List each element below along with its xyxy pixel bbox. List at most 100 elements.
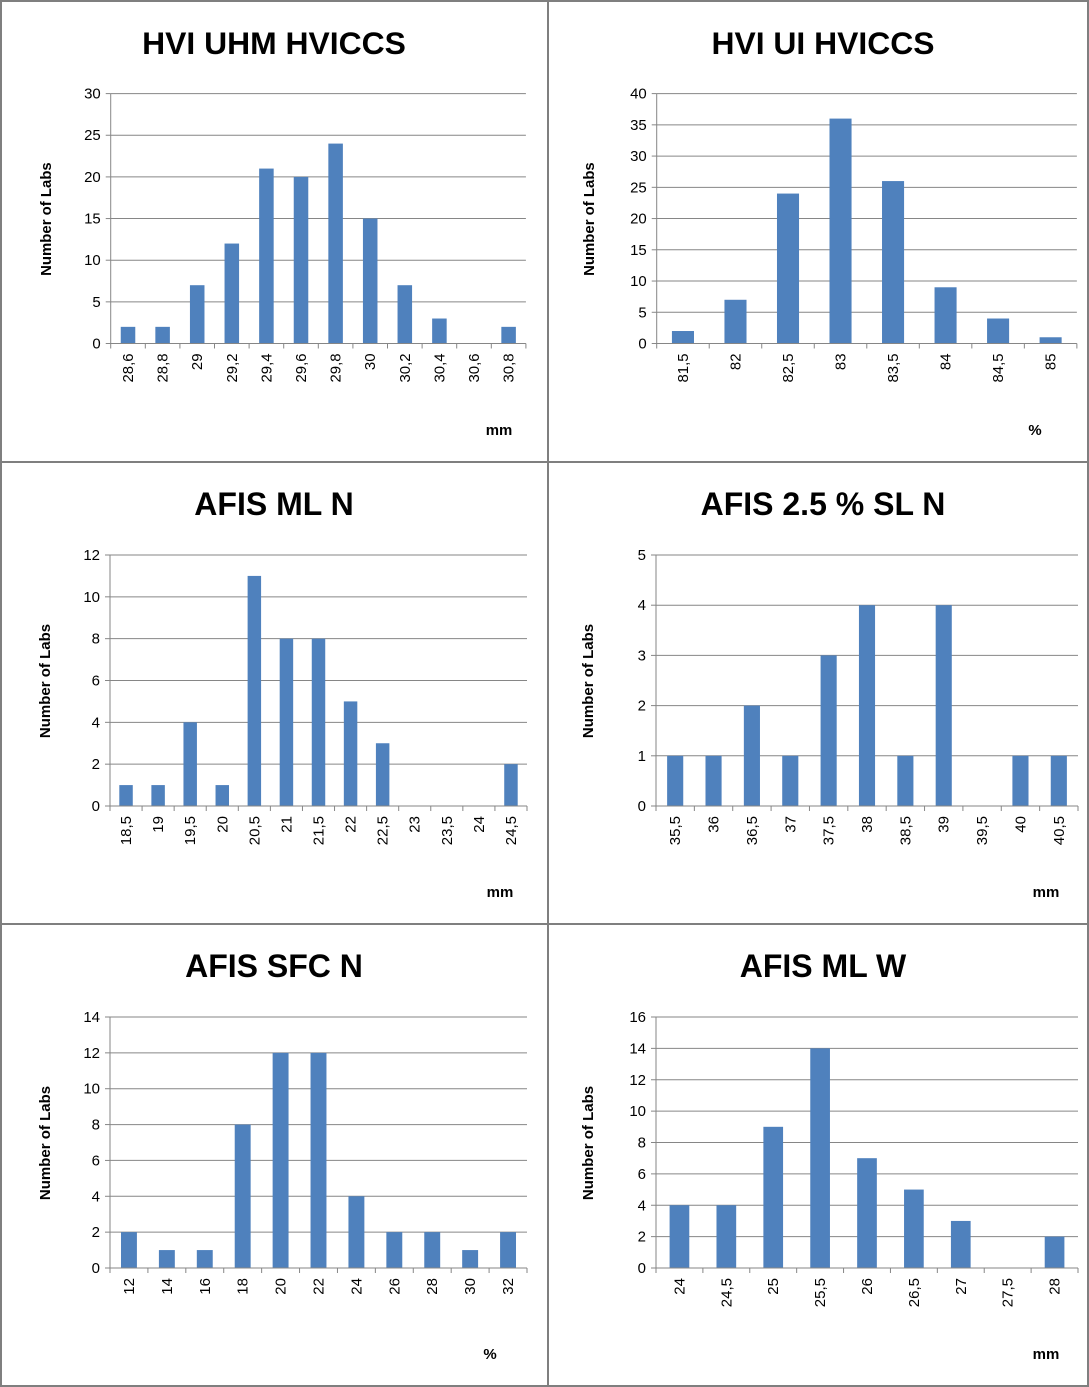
plot-area: 0 1 2 3 4 5 35,5 36 36,5 37 37,5 38 38,5 39 39,5 40 40,5 — [638, 547, 1079, 845]
chart-panel-afis-ml-n: AFIS ML N Number of Labs mm 0 2 4 6 8 10 12 18,… — [0, 463, 549, 925]
x-tick-label: 20 — [214, 816, 231, 833]
bar — [667, 755, 684, 806]
bar — [810, 1048, 830, 1268]
y-tick-label: 8 — [638, 1135, 646, 1152]
bar — [328, 143, 343, 344]
x-tick-label: 20,5 — [246, 816, 263, 845]
y-tick-label: 40 — [630, 86, 647, 103]
bar — [1039, 337, 1062, 344]
bar — [247, 575, 262, 806]
bar — [882, 181, 905, 344]
x-tick-label: 30,6 — [466, 353, 483, 382]
x-tick-label: 19,5 — [182, 816, 199, 845]
bar — [311, 638, 326, 806]
bar — [462, 1250, 479, 1268]
bar — [1044, 1236, 1065, 1268]
bar — [259, 168, 274, 344]
y-tick-label: 0 — [638, 335, 646, 352]
x-tick-label: 24 — [671, 1278, 688, 1295]
y-tick-label: 30 — [84, 86, 101, 103]
bar — [776, 193, 800, 344]
x-tick-label: 38 — [859, 816, 876, 833]
x-tick-label: 24,5 — [718, 1278, 735, 1307]
bar — [196, 1250, 213, 1268]
x-tick-label: 30,4 — [431, 353, 448, 382]
y-tick-label: 12 — [629, 1072, 646, 1089]
x-axis-unit-label: % — [1028, 422, 1041, 439]
x-tick-label: 29,2 — [224, 353, 241, 382]
x-tick-label: 84 — [938, 353, 955, 370]
bar — [500, 1232, 517, 1268]
x-tick-label: 26,5 — [906, 1278, 923, 1307]
x-tick-label: 20 — [273, 1278, 290, 1295]
y-tick-label: 0 — [92, 335, 100, 352]
y-tick-label: 5 — [92, 294, 100, 311]
x-tick-label: 24 — [348, 1278, 365, 1295]
x-tick-label: 14 — [159, 1278, 176, 1295]
y-tick-label: 10 — [84, 252, 101, 269]
y-axis-label: Number of Labs — [37, 1086, 54, 1200]
x-tick-label: 36 — [706, 816, 723, 833]
x-tick-label: 30,2 — [397, 353, 414, 382]
x-tick-label: 38,5 — [897, 816, 914, 845]
x-tick-label: 82,5 — [780, 353, 797, 382]
y-tick-label: 8 — [92, 631, 100, 648]
bar — [158, 1250, 175, 1268]
bar-chart-hvi-uhm: HVI UHM HVICCS Number of Labs mm 0 5 10 15 2… — [38, 25, 527, 439]
x-tick-label: 27,5 — [1000, 1278, 1017, 1307]
bar — [272, 1052, 289, 1268]
bar — [120, 1232, 137, 1268]
bar — [897, 755, 914, 806]
bar-chart-afis-ml-w: AFIS ML W Number of Labs mm 024681012141… — [580, 948, 1079, 1363]
chart-title: HVI UHM HVICCS — [142, 25, 406, 61]
y-tick-label: 12 — [83, 1045, 100, 1062]
chart-title: AFIS SFC N — [185, 948, 363, 984]
bar — [743, 705, 760, 806]
x-tick-label: 39 — [936, 816, 953, 833]
bar — [151, 785, 165, 806]
y-tick-label: 25 — [84, 127, 101, 144]
x-tick-label: 36,5 — [744, 816, 761, 845]
y-tick-label: 2 — [92, 1224, 100, 1241]
bar — [397, 285, 413, 344]
bar — [424, 1232, 441, 1268]
y-tick-label: 4 — [638, 1197, 646, 1214]
plot-area: 0 5 10 15 20 25 30 28,6 28,8 29 29,2 29,4 29,6 29,8 30… — [84, 86, 527, 383]
bar — [858, 605, 876, 806]
x-tick-label: 82 — [727, 353, 744, 370]
y-tick-label: 14 — [629, 1040, 646, 1057]
y-tick-label: 15 — [630, 242, 647, 259]
x-tick-label: 37 — [782, 816, 799, 833]
y-tick-label: 30 — [630, 148, 647, 165]
bar — [857, 1158, 877, 1268]
y-tick-label: 10 — [629, 1103, 646, 1120]
bar — [829, 118, 852, 344]
bar — [432, 318, 447, 344]
x-tick-label: 21 — [278, 816, 295, 833]
bar — [119, 785, 133, 806]
bar — [1012, 755, 1029, 806]
x-tick-label: 12 — [121, 1278, 138, 1295]
y-tick-label: 2 — [92, 756, 100, 773]
y-tick-label: 6 — [92, 673, 100, 690]
x-tick-label: 83,5 — [885, 353, 902, 382]
x-tick-label: 28 — [1047, 1278, 1064, 1295]
y-tick-label: 0 — [638, 798, 646, 815]
y-tick-label: 10 — [630, 273, 647, 290]
x-tick-label: 21,5 — [311, 816, 328, 845]
y-tick-label: 4 — [92, 714, 100, 731]
chart-title: AFIS ML W — [740, 948, 907, 984]
x-tick-label: 19 — [150, 816, 167, 833]
y-axis-label: Number of Labs — [38, 162, 55, 276]
chart-panel-afis-ml-w: AFIS ML W Number of Labs mm 0 2 4 6 8 10 12 14 1… — [549, 925, 1089, 1387]
y-tick-label: 0 — [92, 1260, 100, 1277]
bar — [183, 722, 197, 806]
bar — [987, 318, 1010, 344]
bar — [348, 1196, 365, 1268]
bar — [934, 287, 957, 344]
y-tick-label: 2 — [638, 1229, 646, 1246]
x-tick-label: 23,5 — [439, 816, 456, 845]
